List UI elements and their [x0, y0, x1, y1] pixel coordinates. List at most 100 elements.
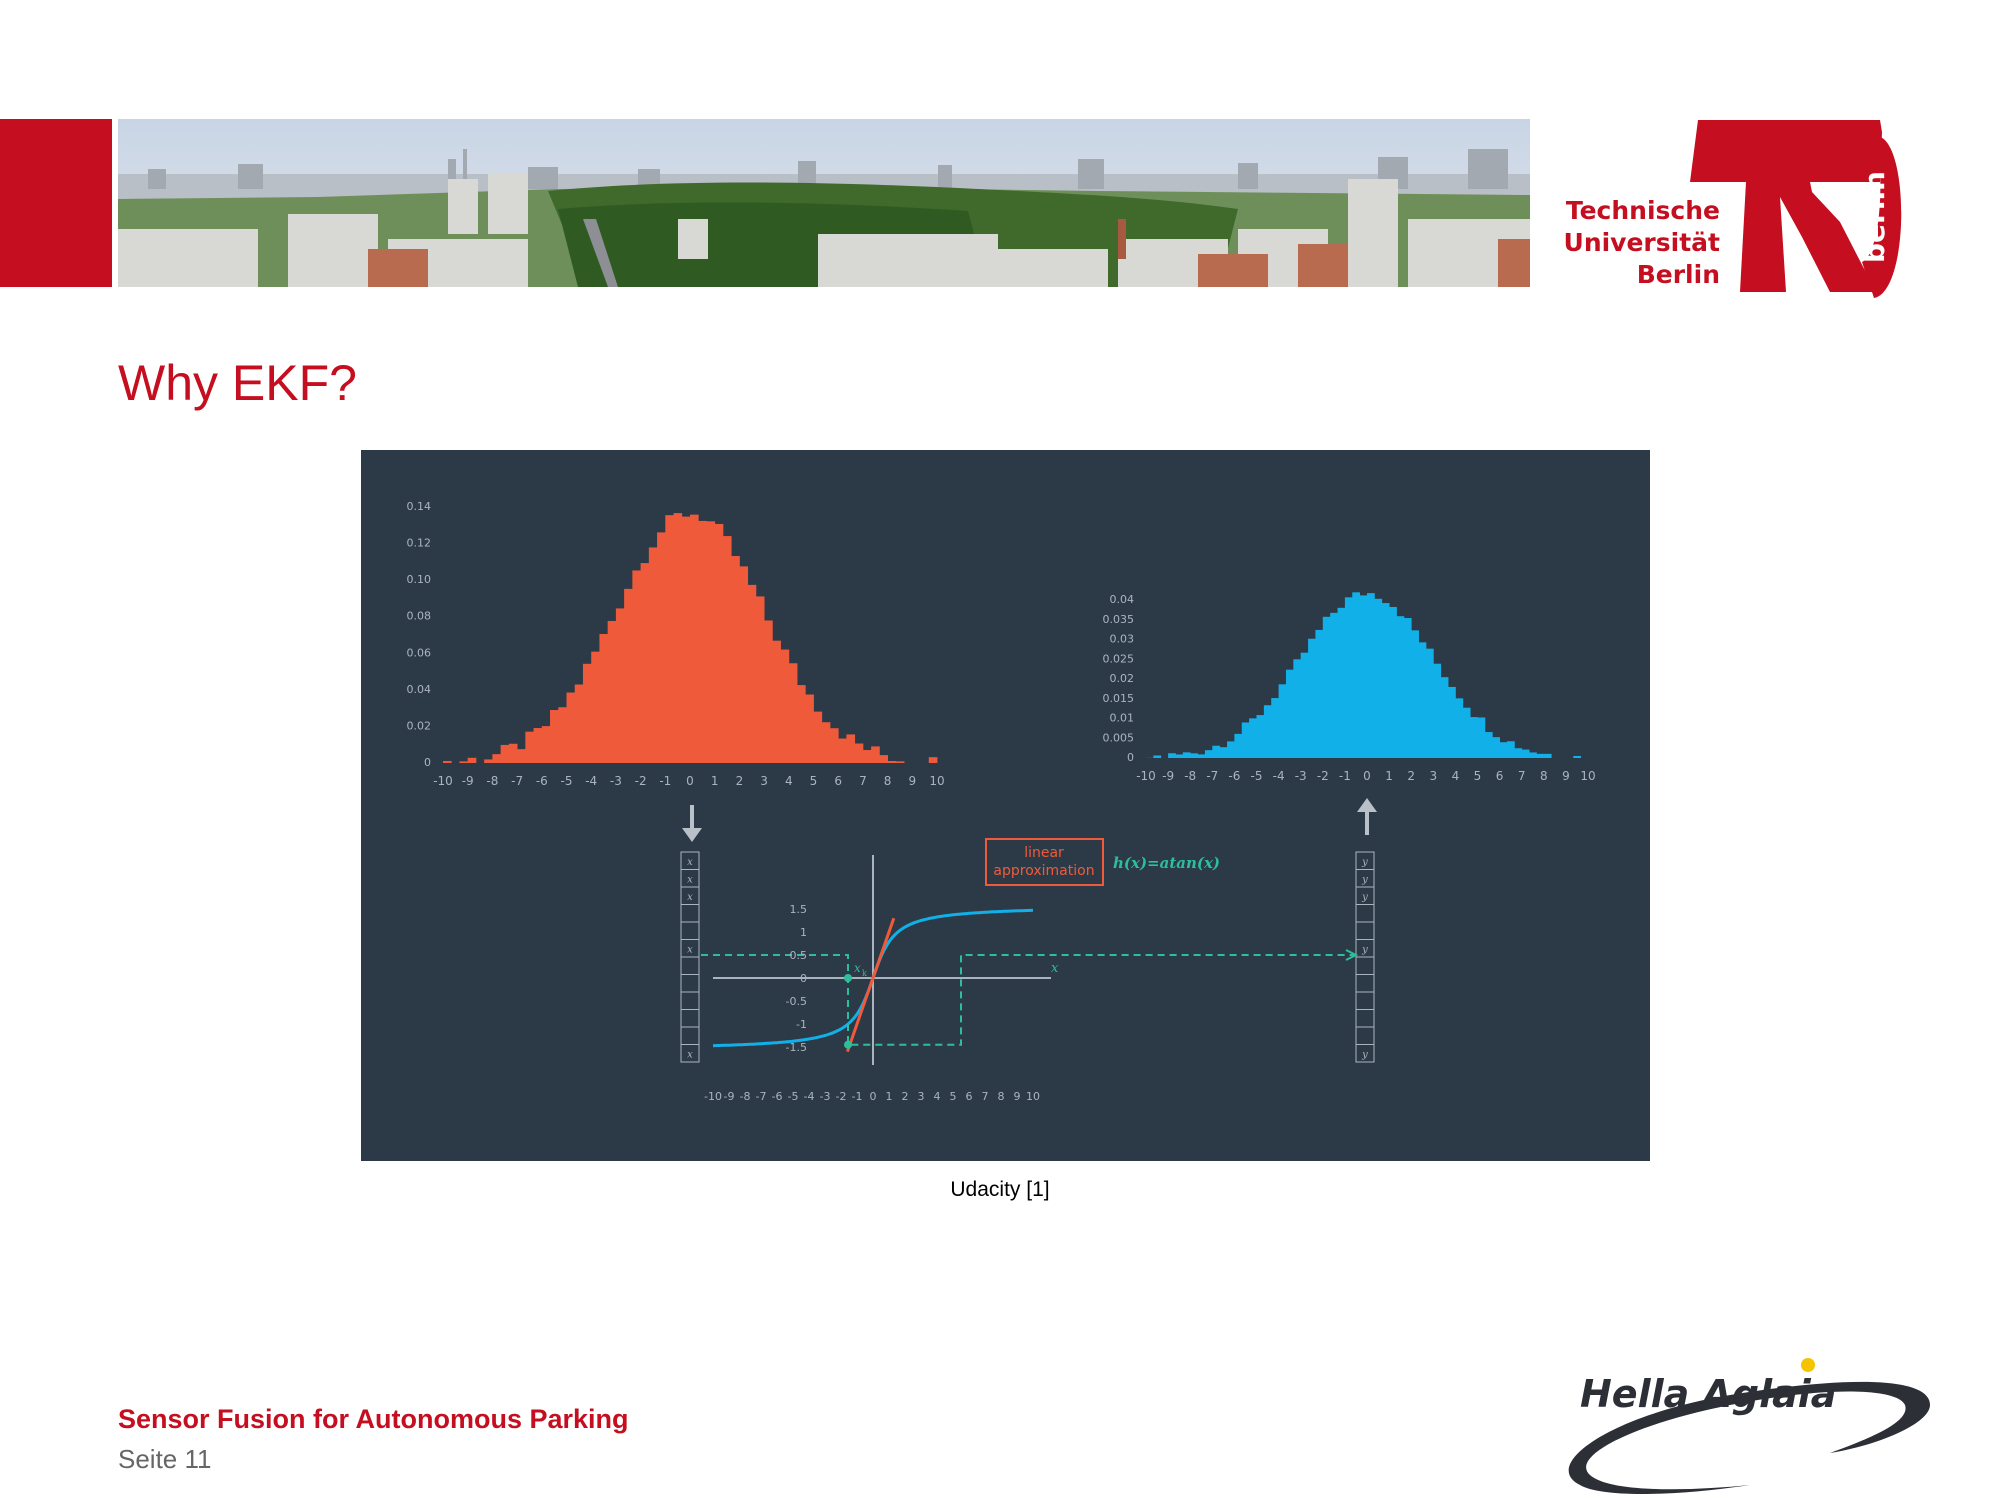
hist-bar [838, 738, 847, 763]
hist-bar [797, 685, 806, 763]
hist-bar [1470, 717, 1478, 758]
hist-bar [821, 722, 831, 763]
plot-y-tick-label: -0.5 [786, 995, 807, 1008]
hist-bar [1175, 754, 1184, 758]
up-arrow-icon [1357, 798, 1377, 835]
tu-name-line-3: Berlin [1636, 260, 1720, 289]
hist-bar [706, 521, 716, 763]
hist-bar [1440, 677, 1449, 758]
linear-approximation-box [985, 838, 1104, 886]
hist-bar [1322, 616, 1331, 758]
hist-bar [1396, 616, 1405, 758]
y-tick-label: 0.025 [1103, 652, 1135, 665]
hist-bar [1263, 705, 1272, 758]
hist-bar [862, 750, 872, 763]
hist-bar [500, 744, 510, 763]
hist-bar [1543, 753, 1552, 758]
hist-bar [1492, 737, 1500, 758]
hist-bar [1529, 752, 1537, 758]
hist-bar [673, 513, 683, 763]
hist-bar [443, 760, 452, 763]
plot-x-tick-label: 9 [1014, 1090, 1021, 1103]
point-subscript: k [862, 969, 867, 978]
hist-bar [1359, 595, 1368, 758]
vector-entry-label: y [1361, 1050, 1368, 1061]
hist-bar [755, 596, 765, 763]
hist-bar [615, 608, 625, 763]
hist-bar [640, 563, 650, 763]
x-tick-label: -6 [1228, 769, 1240, 783]
hist-bar [459, 761, 469, 763]
plot-x-tick-label: -2 [836, 1090, 847, 1103]
mapping-arrowhead-icon [1345, 949, 1359, 961]
vector-entry-label: y [1361, 892, 1368, 903]
hist-bar [599, 634, 609, 763]
hist-bar [805, 694, 814, 763]
plot-y-tick-label: 0 [800, 972, 807, 985]
hist-bar [566, 692, 576, 763]
hist-bar [846, 734, 856, 763]
hist-bar [1168, 753, 1176, 758]
linear-label: linear [1024, 845, 1064, 861]
hist-bar [1300, 652, 1309, 758]
hist-bar [1448, 686, 1456, 758]
x-tick-label: 4 [785, 774, 793, 788]
plot-x-tick-label: -4 [804, 1090, 815, 1103]
hist-bar [624, 588, 633, 763]
hist-bar [1330, 612, 1338, 758]
hist-bar [813, 711, 823, 763]
x-tick-label: 10 [929, 774, 944, 788]
hist-bar [690, 514, 699, 763]
hist-bar [764, 620, 773, 763]
plot-x-tick-label: 6 [966, 1090, 973, 1103]
hist-bar [772, 640, 781, 763]
x-tick-label: -9 [1162, 769, 1174, 783]
hist-bar [1536, 753, 1545, 758]
plot-x-tick-label: -8 [740, 1090, 751, 1103]
hist-bar [887, 760, 897, 763]
hist-bar [1278, 684, 1287, 758]
plot-x-tick-label: -1 [852, 1090, 863, 1103]
hist-bar [1315, 629, 1324, 758]
hella-aglaia-logo: Hella Aglaia [1568, 1358, 1930, 1494]
hist-bar [1249, 718, 1257, 758]
x-tick-label: 5 [810, 774, 818, 788]
header-red-block [0, 119, 112, 287]
hist-bar [1197, 754, 1206, 758]
hist-bar [1477, 717, 1486, 758]
plot-x-tick-label: 8 [998, 1090, 1005, 1103]
linear-approximation-line [845, 917, 896, 1053]
plot-x-tick-label: -3 [820, 1090, 831, 1103]
hist-bar [731, 556, 740, 763]
x-tick-label: -4 [585, 774, 597, 788]
x-axis-label: x [1051, 961, 1059, 976]
plot-x-tick-label: 3 [918, 1090, 925, 1103]
plot-x-tick-label: -6 [772, 1090, 783, 1103]
hist-bar [492, 754, 502, 763]
x-tick-label: -5 [1251, 769, 1263, 783]
hist-bar [788, 663, 798, 763]
down-arrow-icon [682, 805, 702, 842]
plot-y-tick-label: 1 [800, 926, 807, 939]
tu-name: Technische Universität Berlin [1560, 195, 1720, 291]
y-tick-label: 0.12 [407, 537, 432, 550]
footer-page-number: Seite 11 [118, 1444, 212, 1474]
x-tick-label: -9 [462, 774, 474, 788]
y-tick-label: 0.015 [1103, 692, 1135, 705]
x-tick-label: 1 [1385, 769, 1393, 783]
figure-caption: Udacity [1] [950, 1178, 1050, 1201]
y-tick-label: 0 [1127, 751, 1134, 764]
hist-bar [607, 620, 617, 763]
vector-entry-label: x [687, 857, 693, 868]
plot-x-tick-label: 10 [1026, 1090, 1040, 1103]
tu-name-line-2: Universität [1563, 228, 1720, 257]
footer-course-title: Sensor Fusion for Autonomous Parking [118, 1404, 629, 1434]
hist-bar [1234, 733, 1243, 758]
tu-berlin-logo: berlin [1690, 120, 1902, 298]
plot-x-tick-label: -5 [788, 1090, 799, 1103]
hist-bar [1411, 630, 1419, 758]
hist-bar [871, 746, 880, 763]
hist-bar [657, 532, 666, 763]
y-tick-label: 0.02 [407, 719, 432, 732]
vector-entry-label: y [1361, 875, 1368, 886]
